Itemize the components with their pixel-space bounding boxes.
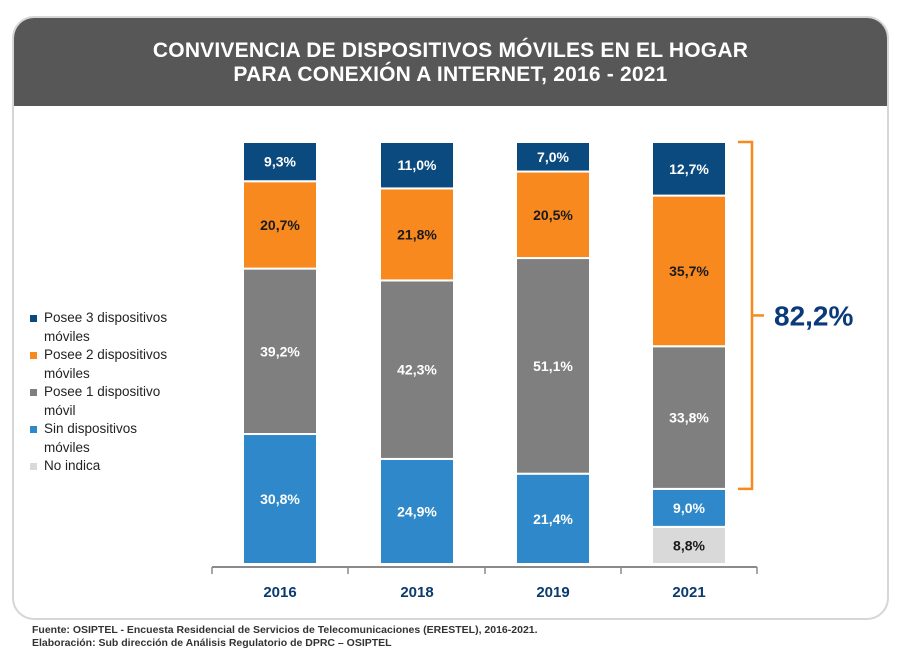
legend-swatch — [30, 463, 37, 470]
data-label-2021-s2: 33,8% — [669, 410, 709, 426]
legend-label: No indica — [44, 458, 101, 473]
legend-swatch — [30, 389, 37, 396]
bar-segment-2016-s3 — [242, 180, 318, 270]
legend-item: No indica — [30, 457, 205, 476]
legend-item: Posee 2 dispositivos móviles — [30, 346, 205, 383]
data-label-2021-s1: 9,0% — [673, 500, 705, 516]
chart-title: CONVIVENCIA DE DISPOSITIVOS MÓVILES EN E… — [14, 39, 887, 87]
x-tick-label-2018: 2018 — [400, 584, 433, 601]
bar-segment-2019-s1 — [515, 472, 591, 565]
bar-segment-2021-s0 — [651, 525, 727, 566]
legend-label: Posee 2 dispositivos — [44, 347, 168, 362]
legend-swatch — [30, 352, 37, 359]
bar-segment-2019-s2 — [515, 257, 591, 475]
chart-header: CONVIVENCIA DE DISPOSITIVOS MÓVILES EN E… — [14, 18, 887, 106]
data-label-2019-s3: 20,5% — [533, 207, 573, 223]
legend-label: Sin dispositivos — [44, 421, 138, 436]
legend-label: móviles — [44, 365, 90, 381]
data-label-2019-s4: 7,0% — [537, 149, 569, 165]
bar-segment-2016-s2 — [242, 267, 318, 436]
chart-legend: Posee 3 dispositivos móviles Posee 2 dispo… — [30, 309, 205, 476]
legend-label: Posee 1 dispositivo — [44, 384, 161, 399]
bar-segment-2018-s4 — [379, 141, 455, 190]
data-label-2019-s2: 51,1% — [533, 358, 573, 374]
data-label-2021-s4: 12,7% — [669, 161, 709, 177]
bar-segment-2018-s1 — [379, 457, 455, 565]
data-label-2019-s1: 21,4% — [533, 511, 573, 527]
data-label-2018-s3: 21,8% — [397, 226, 437, 242]
data-label-2016-s4: 9,3% — [264, 154, 296, 170]
annotation-bracket — [738, 140, 754, 491]
source-note: Fuente: OSIPTEL - Encuesta Residencial d… — [32, 624, 538, 650]
data-label-2018-s2: 42,3% — [397, 362, 437, 378]
x-tick-label-2016: 2016 — [263, 584, 296, 601]
data-label-2021-s0: 8,8% — [673, 537, 705, 553]
bar-segment-2016-s4 — [242, 141, 318, 183]
x-tick-label-2021: 2021 — [672, 584, 705, 601]
data-label-2018-s1: 24,9% — [397, 503, 437, 519]
bar-segment-2018-s2 — [379, 279, 455, 460]
data-label-2016-s1: 30,8% — [260, 491, 300, 507]
legend-label: Posee 3 dispositivos — [44, 310, 168, 325]
legend-swatch — [30, 426, 37, 433]
legend-item: Sin dispositivos móviles — [30, 420, 205, 457]
data-label-2018-s4: 11,0% — [398, 157, 437, 173]
data-label-2016-s2: 39,2% — [260, 343, 300, 359]
bar-segment-2021-s2 — [651, 345, 727, 490]
source-line: Fuente: OSIPTEL - Encuesta Residencial d… — [32, 624, 538, 636]
bar-segment-2019-s4 — [515, 141, 591, 173]
data-label-2021-s3: 35,7% — [669, 263, 709, 279]
legend-label: móviles — [44, 439, 90, 455]
bar-segment-2021-s1 — [651, 487, 727, 528]
chart-title-line-2: PARA CONEXIÓN A INTERNET, 2016 - 2021 — [233, 63, 668, 86]
legend-item: Posee 3 dispositivos móviles — [30, 309, 205, 346]
annotation-total-label: 82,2% — [774, 300, 853, 331]
bar-segment-2021-s4 — [651, 141, 727, 197]
legend-label: móviles — [44, 328, 90, 344]
legend-item: Posee 1 dispositivo móvil — [30, 383, 205, 420]
chart-title-line-1: CONVIVENCIA DE DISPOSITIVOS MÓVILES EN E… — [152, 39, 749, 62]
x-tick-label-2019: 2019 — [536, 584, 569, 601]
elaboration-line: Elaboración: Sub dirección de Análisis R… — [32, 637, 392, 649]
bar-segment-2016-s1 — [242, 433, 318, 565]
data-label-2016-s3: 20,7% — [260, 217, 300, 233]
legend-swatch — [30, 315, 37, 322]
legend-label: móvil — [44, 402, 76, 418]
